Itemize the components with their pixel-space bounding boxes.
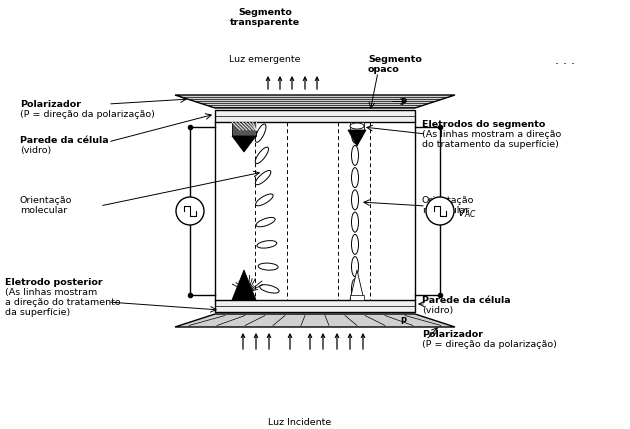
Text: Parede da célula: Parede da célula [20,136,108,145]
Polygon shape [175,95,455,108]
Ellipse shape [352,279,358,299]
Text: (As linhas mostram a direção: (As linhas mostram a direção [422,130,561,139]
Polygon shape [350,295,364,300]
Ellipse shape [256,194,273,206]
Text: Parede da célula: Parede da célula [422,296,511,305]
Text: Luz Incidente: Luz Incidente [268,418,331,427]
Ellipse shape [352,257,358,277]
Text: Orientação
molecular: Orientação molecular [20,196,72,215]
Polygon shape [348,130,366,146]
Ellipse shape [255,147,268,163]
Ellipse shape [352,123,358,143]
Polygon shape [232,270,256,300]
Polygon shape [232,136,256,152]
Text: Segmento
opaco: Segmento opaco [368,55,422,74]
Text: P: P [400,98,406,107]
Circle shape [176,197,204,225]
Text: Orientação
molecular: Orientação molecular [422,196,474,215]
Polygon shape [350,122,364,130]
Ellipse shape [352,145,358,165]
Text: $V_{AC}$: $V_{AC}$ [457,206,477,220]
Ellipse shape [257,241,277,248]
Text: do tratamento da superfície): do tratamento da superfície) [422,140,559,149]
Text: da superfície): da superfície) [5,308,71,317]
Text: a direção do tratamento: a direção do tratamento [5,298,120,307]
Polygon shape [215,300,415,312]
Text: Luz emergente: Luz emergente [229,55,301,64]
Text: (As linhas mostram: (As linhas mostram [5,288,97,297]
Ellipse shape [352,212,358,232]
Polygon shape [232,122,256,136]
Text: (vidro): (vidro) [20,146,51,155]
Ellipse shape [255,170,271,185]
Text: Eletrodo posterior: Eletrodo posterior [5,278,103,287]
Circle shape [426,197,454,225]
Text: P: P [400,317,406,326]
Ellipse shape [260,285,279,293]
Ellipse shape [352,168,358,187]
Text: (vidro): (vidro) [422,306,453,315]
Text: Segmento
transparente: Segmento transparente [230,8,300,27]
Ellipse shape [350,123,364,129]
Polygon shape [215,110,415,122]
Text: Eletrodos do segmento: Eletrodos do segmento [422,120,546,129]
Text: Polarizador: Polarizador [20,100,81,109]
Text: Polarizador: Polarizador [422,330,483,339]
Text: . . .: . . . [555,54,575,66]
Ellipse shape [258,263,278,270]
Polygon shape [350,270,364,300]
Ellipse shape [255,124,266,142]
Text: (P = direção da polarização): (P = direção da polarização) [422,340,557,349]
Polygon shape [175,314,455,327]
Ellipse shape [352,234,358,254]
Ellipse shape [352,190,358,210]
Ellipse shape [256,218,275,227]
Text: (P = direção da polarização): (P = direção da polarização) [20,110,155,119]
